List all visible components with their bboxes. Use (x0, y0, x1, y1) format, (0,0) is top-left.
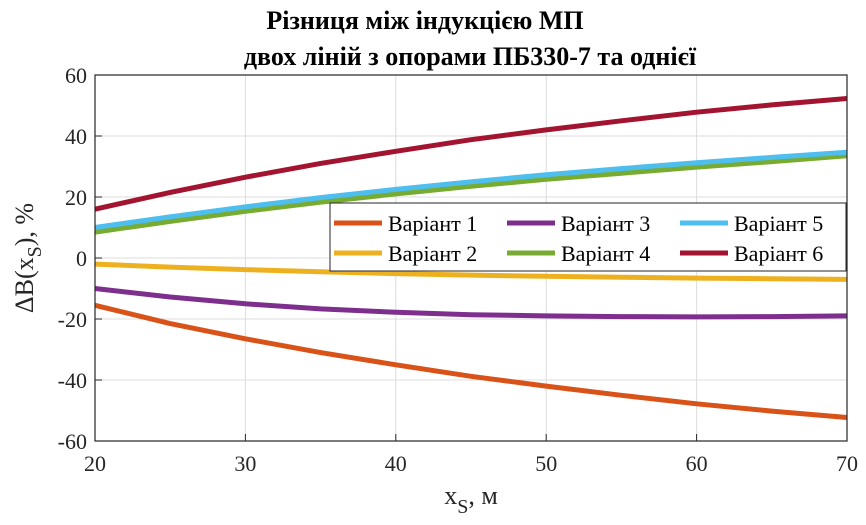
y-axis-label-main: ΔB(x (10, 257, 39, 313)
y-tick-label: 40 (65, 124, 87, 149)
y-axis-label-unit: ), % (10, 203, 39, 246)
y-tick-label: 0 (76, 246, 87, 271)
series-line-2 (94, 261, 848, 282)
legend: Варіант 1 Варіант 2 Варіант 3 Варіант 4 Варі… (329, 202, 847, 272)
y-tick-label: 60 (65, 63, 87, 88)
legend-label-5: Варіант 5 (734, 211, 823, 236)
y-axis-label: ΔB(xS), % (10, 203, 46, 313)
legend-label-3: Варіант 3 (561, 211, 650, 236)
series-line-6 (94, 96, 848, 212)
x-tick-labels: 20 30 40 50 60 70 (84, 434, 858, 476)
y-tick-labels: -60 -40 -20 0 20 40 60 (58, 63, 102, 454)
x-tick-label: 70 (836, 451, 858, 476)
x-tick-label: 60 (686, 451, 708, 476)
series-line-4 (94, 153, 848, 235)
series-line-5 (94, 149, 848, 230)
x-axis-label-sub: S (457, 496, 468, 518)
x-tick-label: 50 (535, 451, 557, 476)
legend-box (329, 202, 847, 272)
y-tick-label: -60 (58, 429, 87, 454)
x-axis-label-unit: , м (468, 481, 497, 510)
x-tick-label: 20 (84, 451, 106, 476)
series-line-1 (94, 302, 848, 420)
x-axis-label: xS, м (444, 481, 498, 518)
x-tick-label: 40 (385, 451, 407, 476)
legend-label-1: Варіант 1 (388, 211, 477, 236)
legend-label-4: Варіант 4 (561, 241, 650, 266)
y-axis-label-sub: S (24, 246, 46, 257)
legend-label-2: Варіант 2 (388, 241, 477, 266)
series-lines (94, 96, 848, 420)
chart-title-line2: двох ліній з опорами ПБ330-7 та однієї (244, 42, 697, 71)
y-tick-label: 20 (65, 185, 87, 210)
x-axis-label-main: x (444, 481, 457, 510)
legend-items: Варіант 1 Варіант 2 Варіант 3 Варіант 4 Варі… (334, 211, 823, 266)
x-tick-label: 30 (234, 451, 256, 476)
series-line-3 (94, 286, 848, 320)
chart-title-line1: Різниця між індукцією МП (266, 6, 583, 35)
y-tick-label: -40 (58, 368, 87, 393)
legend-label-6: Варіант 6 (734, 241, 823, 266)
y-tick-label: -20 (58, 307, 87, 332)
